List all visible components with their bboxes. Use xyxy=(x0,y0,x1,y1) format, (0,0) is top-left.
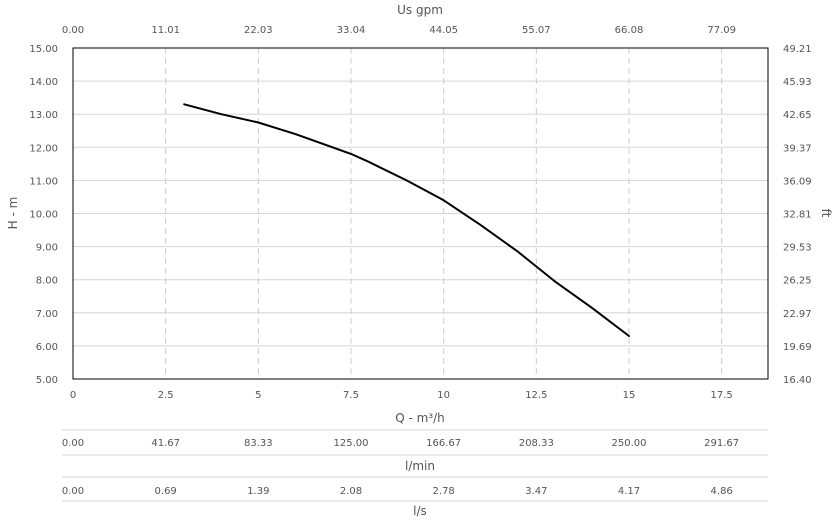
tick-labels: 5.00 16.40 6.00 19.69 7.00 22.97 8.00 26.25 9.00… xyxy=(29,25,811,497)
left-tick-label: 10.00 xyxy=(29,210,58,221)
left-tick-label: 9.00 xyxy=(36,243,58,254)
x-tick-label: 17.5 xyxy=(711,390,733,401)
top-axis-title: Us gpm xyxy=(397,3,443,17)
top-tick-label: 66.08 xyxy=(615,25,644,36)
right-tick-label: 42.65 xyxy=(783,110,812,121)
top-tick-label: 77.09 xyxy=(707,25,736,36)
ls-tick-label: 0.69 xyxy=(155,486,177,497)
ls-tick-label: 1.39 xyxy=(247,486,269,497)
lmin-tick-label: 125.00 xyxy=(334,438,369,449)
left-tick-label: 14.00 xyxy=(29,77,58,88)
left-axis-title: H - m xyxy=(6,197,20,230)
left-tick-label: 5.00 xyxy=(36,375,58,386)
top-tick-label: 44.05 xyxy=(429,25,458,36)
top-tick-label: 0.00 xyxy=(62,25,84,36)
left-tick-label: 12.00 xyxy=(29,143,58,154)
right-tick-label: 22.97 xyxy=(783,309,812,320)
ls-tick-label: 4.86 xyxy=(711,486,733,497)
pump-curve-line xyxy=(183,103,630,337)
x-tick-label: 7.5 xyxy=(343,390,359,401)
x-tick-label: 2.5 xyxy=(158,390,174,401)
top-tick-label: 55.07 xyxy=(522,25,551,36)
lmin-tick-label: 250.00 xyxy=(612,438,647,449)
left-tick-label: 15.00 xyxy=(29,44,58,55)
right-tick-label: 45.93 xyxy=(783,77,812,88)
right-tick-label: 19.69 xyxy=(783,342,812,353)
plot-area-frame xyxy=(72,47,769,380)
right-tick-label: 49.21 xyxy=(783,44,812,55)
right-tick-label: 29.53 xyxy=(783,243,812,254)
lmin-tick-label: 166.67 xyxy=(426,438,461,449)
left-tick-label: 11.00 xyxy=(29,176,58,187)
right-tick-label: 26.25 xyxy=(783,276,812,287)
x-tick-label: 0 xyxy=(70,390,76,401)
ls-tick-label: 2.08 xyxy=(340,486,362,497)
lmin-axis-title: l/min xyxy=(405,459,435,473)
lmin-tick-label: 41.67 xyxy=(151,438,180,449)
right-tick-label: 39.37 xyxy=(783,143,812,154)
ls-tick-label: 2.78 xyxy=(433,486,455,497)
ls-tick-label: 3.47 xyxy=(525,486,547,497)
top-tick-label: 22.03 xyxy=(244,25,273,36)
right-axis-title: ft xyxy=(819,209,833,218)
ls-tick-label: 4.17 xyxy=(618,486,640,497)
ls-tick-label: 0.00 xyxy=(62,486,84,497)
right-tick-label: 16.40 xyxy=(783,375,812,386)
top-tick-label: 11.01 xyxy=(151,25,180,36)
lmin-tick-label: 0.00 xyxy=(62,438,84,449)
left-tick-label: 6.00 xyxy=(36,342,58,353)
left-tick-label: 8.00 xyxy=(36,276,58,287)
series-layer xyxy=(183,103,630,337)
right-tick-label: 36.09 xyxy=(783,176,812,187)
grid-lines xyxy=(73,48,768,379)
x-tick-label: 10 xyxy=(437,390,450,401)
x-tick-label: 15 xyxy=(623,390,636,401)
x-axis-title: Q - m³/h xyxy=(395,411,445,425)
x-tick-label: 12.5 xyxy=(525,390,547,401)
ls-axis-title: l/s xyxy=(413,504,427,518)
left-tick-label: 13.00 xyxy=(29,110,58,121)
lmin-tick-label: 208.33 xyxy=(519,438,554,449)
right-tick-label: 32.81 xyxy=(783,210,812,221)
top-tick-label: 33.04 xyxy=(337,25,366,36)
lmin-tick-label: 83.33 xyxy=(244,438,273,449)
lmin-tick-label: 291.67 xyxy=(704,438,739,449)
left-tick-label: 7.00 xyxy=(36,309,58,320)
x-tick-label: 5 xyxy=(255,390,261,401)
